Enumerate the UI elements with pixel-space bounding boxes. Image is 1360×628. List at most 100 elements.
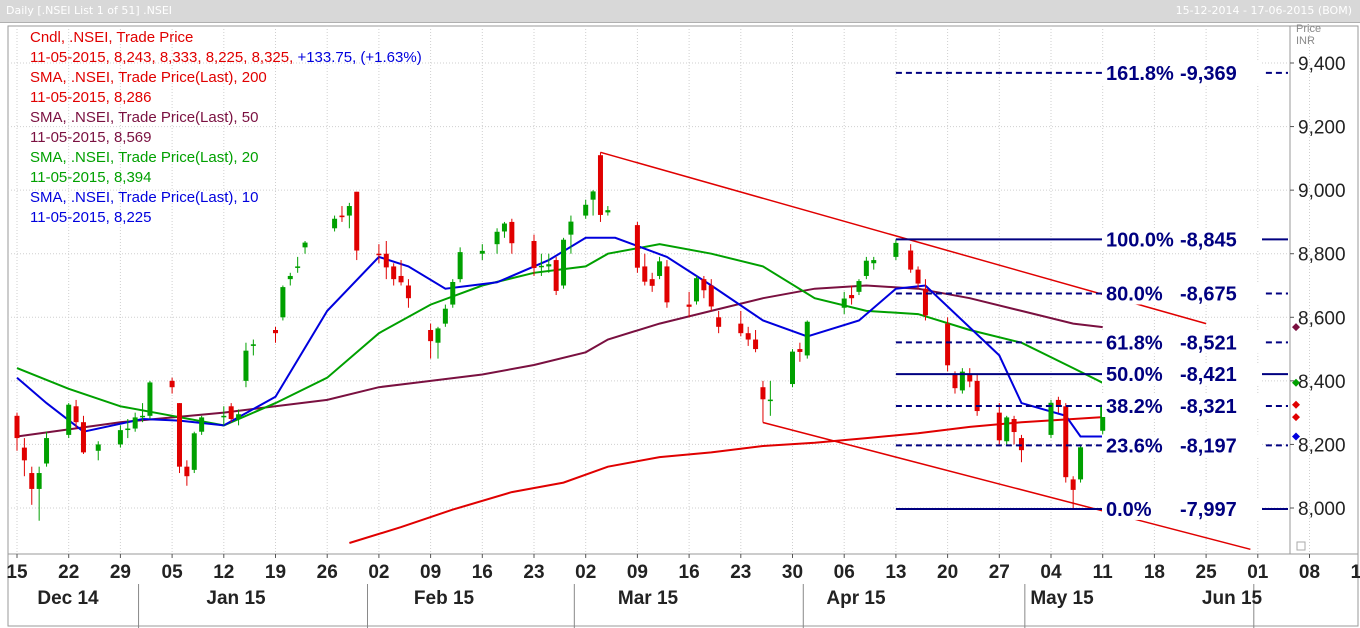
axis-value-marker [1292, 432, 1300, 441]
x-day-label: 27 [989, 562, 1010, 583]
candle-body [1078, 447, 1084, 480]
y-tick-label: 8,400 [1298, 372, 1346, 393]
x-month-label: Jan 15 [206, 588, 266, 609]
candle-body [398, 275, 404, 283]
x-day-label: 23 [523, 562, 544, 583]
candle-body [849, 295, 855, 299]
candle-body [649, 279, 655, 286]
candle-body [583, 204, 589, 216]
candle-body [147, 382, 153, 416]
fib-label-percent: 0.0% [1106, 499, 1152, 521]
legend-sma50-title: SMA, .NSEI, Trade Price(Last), 50 [30, 109, 259, 126]
candle-body [908, 250, 914, 270]
legend: Cndl, .NSEI, Trade Price 11-05-2015, 8,2… [30, 28, 422, 228]
legend-candle-change: +133.75, (+1.63%) [297, 49, 422, 66]
x-day-label: 01 [1247, 562, 1269, 583]
candle-body [494, 231, 500, 245]
fib-label-bg [1102, 61, 1262, 84]
candle-body [686, 304, 692, 307]
candle-body [568, 221, 574, 235]
fib-label-percent: 100.0% [1106, 229, 1174, 251]
x-day-label: 09 [420, 562, 441, 583]
fib-label-value: -8,521 [1180, 332, 1237, 354]
sma-line-sma-20 [16, 243, 1104, 427]
x-month-label: Feb 15 [414, 588, 475, 609]
y-tick-label: 9,400 [1298, 54, 1346, 75]
candle-body [790, 351, 795, 385]
candle-body [346, 206, 352, 216]
candle-body [1063, 406, 1069, 478]
candle-body [760, 387, 766, 400]
candle-body [561, 239, 567, 286]
price-chart[interactable]: 161.8% -9,369 100.0% -8,845 80.0% -8,675 61.8%… [0, 22, 1360, 628]
x-day-label: 13 [885, 562, 906, 583]
candle-body [169, 380, 175, 388]
legend-sma10-value: 11-05-2015, 8,225 [30, 209, 152, 226]
candle-body [221, 415, 227, 418]
candle-body [191, 433, 197, 470]
candle-body [176, 403, 182, 467]
candle-body [14, 415, 20, 439]
y-tick-label: 8,600 [1298, 308, 1346, 329]
y-axis-label: Price [1296, 23, 1321, 35]
x-month-label: May 15 [1030, 588, 1094, 609]
x-month-label: Apr 15 [826, 588, 886, 609]
fib-label-percent: 61.8% [1106, 332, 1163, 354]
candle-body [383, 253, 389, 268]
x-day-label: 16 [472, 562, 493, 583]
candle-body [605, 210, 611, 213]
candle-body [804, 321, 810, 356]
fib-label-percent: 80.0% [1106, 283, 1163, 305]
y-tick-label: 8,200 [1298, 435, 1346, 456]
candle-body [841, 298, 847, 308]
fib-label-value: -8,321 [1180, 396, 1237, 418]
candle-body [199, 417, 205, 432]
candle-body [856, 281, 862, 292]
legend-candle-ohlc: 11-05-2015, 8,243, 8,333, 8,225, 8,325, [30, 49, 298, 66]
candle-body [996, 412, 1002, 441]
x-day-label: 02 [368, 562, 389, 583]
candle-body [73, 406, 79, 423]
candle-body [29, 473, 35, 489]
x-month-label: Jun 15 [1202, 588, 1263, 609]
candle-body [538, 265, 544, 268]
legend-sma20-value: 11-05-2015, 8,394 [30, 169, 152, 186]
axis-value-marker [1292, 323, 1300, 332]
x-day-label: 09 [627, 562, 648, 583]
x-day-label: 22 [58, 562, 79, 583]
fib-label-value: -8,675 [1180, 283, 1237, 305]
candle-body [405, 285, 411, 299]
candle-body [597, 155, 603, 215]
candle-body [590, 191, 596, 200]
plot-area [7, 25, 1291, 555]
candle-body [339, 215, 345, 218]
candle-body [125, 428, 131, 431]
axis-scale-toggle [1296, 541, 1306, 551]
candle-body [1011, 419, 1017, 433]
candle-body [132, 417, 138, 429]
candle-body [922, 288, 928, 316]
candle-body [295, 266, 301, 268]
fib-label-bg [1102, 394, 1262, 417]
candle-body [767, 399, 773, 402]
candle-body [1070, 479, 1076, 490]
candle-body [1055, 399, 1061, 406]
fib-label-value: -8,197 [1180, 435, 1237, 457]
candle-body [634, 225, 640, 268]
sma-line-sma-200 [349, 416, 1103, 544]
fib-label-bg [1102, 331, 1262, 354]
candle-body [863, 260, 869, 276]
candle-body [117, 430, 123, 445]
axis-value-marker [1292, 378, 1300, 387]
legend-candle-values: 11-05-2015, 8,243, 8,333, 8,225, 8,325, … [30, 48, 422, 68]
x-day-label: 08 [1299, 562, 1320, 583]
candle-body [952, 374, 958, 389]
candle-body [287, 275, 293, 280]
candle-body [642, 266, 648, 282]
sma-line-sma-50 [16, 284, 1103, 438]
fib-label-bg [1102, 497, 1262, 520]
candle-body [457, 252, 463, 280]
title-bar: Daily [.NSEI List 1 of 51] .NSEI 15-12-2… [0, 0, 1360, 23]
x-day-label: 19 [265, 562, 286, 583]
candle-body [228, 406, 234, 419]
